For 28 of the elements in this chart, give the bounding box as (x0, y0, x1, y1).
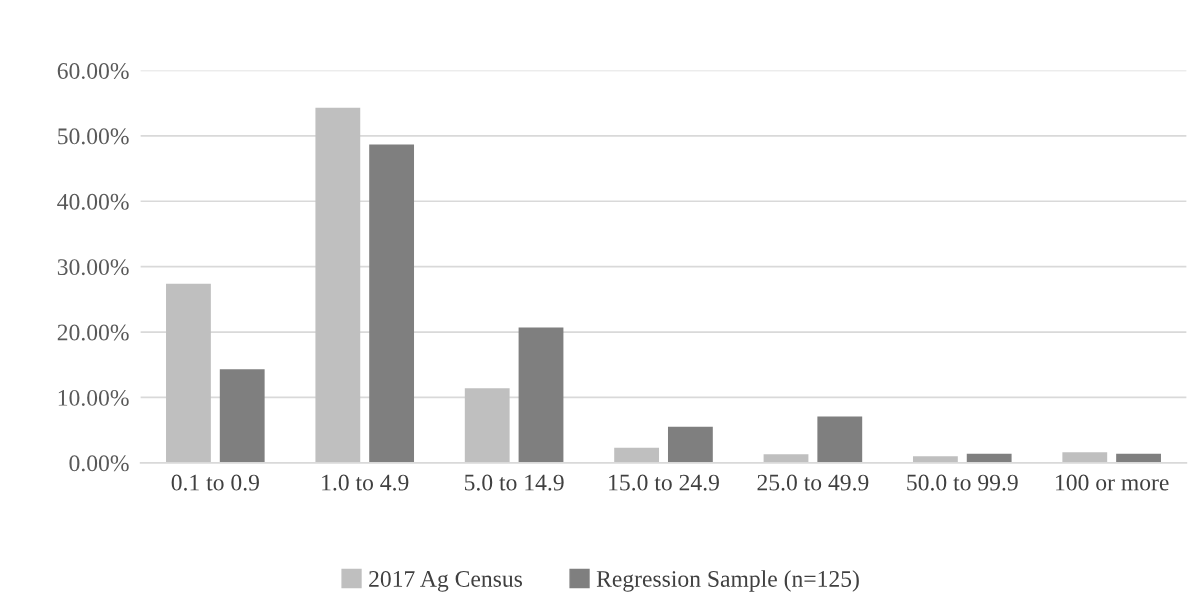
bar (219, 369, 265, 463)
y-tick-label: 20.00% (57, 324, 129, 341)
legend-label: Regression Sample (n=125) (596, 570, 859, 592)
y-tick-label: 40.00% (57, 193, 129, 210)
x-tick-label: 0.1 to 0.9 (171, 474, 259, 491)
bar (667, 426, 713, 463)
y-tick-label: 50.00% (58, 128, 129, 145)
bar (817, 416, 863, 463)
bar (763, 454, 809, 463)
bar (315, 107, 361, 463)
y-tick-label: 60.00% (57, 62, 129, 80)
legend-label: 2017 Ag Census (369, 570, 523, 592)
x-tick-label: 5.0 to 14.9 (464, 474, 564, 491)
bar (166, 283, 211, 463)
bar (1062, 452, 1108, 463)
x-tick-label: 25.0 to 49.9 (757, 474, 869, 491)
y-tick-label: 30.00% (57, 259, 129, 276)
bar (614, 447, 660, 463)
bar (518, 327, 564, 463)
x-tick-label: 15.0 to 24.9 (609, 474, 719, 491)
y-tick-label: 0.00% (69, 455, 129, 472)
x-tick-label: 50.0 to 99.9 (907, 474, 1018, 491)
bar (369, 144, 415, 463)
x-tick-label: 100 or more (1056, 474, 1169, 491)
y-tick-label: 10.00% (58, 389, 129, 406)
bar (464, 388, 510, 463)
x-tick-label: 1.0 to 4.9 (322, 474, 409, 491)
bar (912, 456, 958, 463)
